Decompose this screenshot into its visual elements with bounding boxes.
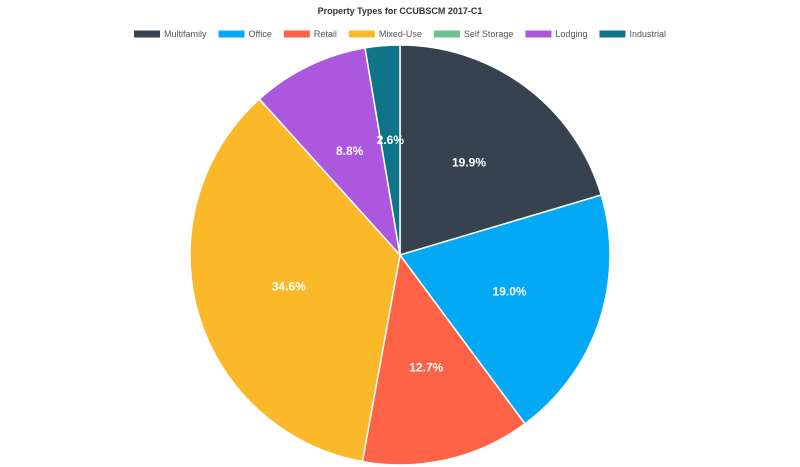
legend-label-retail: Retail xyxy=(314,29,337,39)
legend-item-industrial[interactable]: Industrial xyxy=(599,29,666,39)
chart-title: Property Types for CCUBSCM 2017-C1 xyxy=(318,6,483,16)
legend-swatch-mixed-use xyxy=(348,30,375,38)
slice-labels: 19.9% 19.0% 12.7% 34.6% 8.8% 2.6% xyxy=(272,133,527,375)
legend-label-multifamily: Multifamily xyxy=(164,29,207,39)
legend-item-lodging[interactable]: Lodging xyxy=(525,29,587,39)
slice-label-lodging: 8.8% xyxy=(336,144,364,158)
legend-label-office: Office xyxy=(249,29,272,39)
pie-slice-office[interactable] xyxy=(398,194,611,425)
legend-swatch-multifamily xyxy=(134,30,160,38)
legend-item-self-storage[interactable]: Self Storage xyxy=(433,29,514,39)
pie-slice-multifamily[interactable] xyxy=(399,44,603,257)
pie-slice-mixed-use[interactable] xyxy=(189,98,401,463)
legend-item-retail[interactable]: Retail xyxy=(283,29,337,39)
slice-label-mixed-use: 34.6% xyxy=(272,280,306,294)
legend-swatch-office xyxy=(218,30,245,38)
legend-swatch-self-storage xyxy=(433,30,460,38)
legend-item-office[interactable]: Office xyxy=(218,29,272,39)
legend-label-lodging: Lodging xyxy=(555,29,587,39)
slice-label-industrial: 2.6% xyxy=(377,133,405,147)
legend-label-industrial: Industrial xyxy=(629,29,666,39)
pie-slice-industrial[interactable] xyxy=(364,44,401,256)
slice-label-retail: 12.7% xyxy=(409,360,443,374)
legend-swatch-retail xyxy=(283,30,310,38)
legend: Multifamily Office Retail Mixed-Use Self Sto… xyxy=(134,29,666,39)
pie-slices xyxy=(189,44,611,466)
slice-label-multifamily: 19.9% xyxy=(452,155,486,169)
legend-swatch-lodging xyxy=(525,30,552,38)
pie-slice-lodging[interactable] xyxy=(258,47,402,258)
legend-label-mixed-use: Mixed-Use xyxy=(379,29,422,39)
legend-item-multifamily[interactable]: Multifamily xyxy=(134,29,207,39)
slice-label-office: 19.0% xyxy=(493,285,527,299)
legend-swatch-industrial xyxy=(599,30,626,38)
legend-item-mixed-use[interactable]: Mixed-Use xyxy=(348,29,422,39)
legend-label-self-storage: Self Storage xyxy=(464,29,514,39)
pie-slice-retail[interactable] xyxy=(361,253,527,466)
